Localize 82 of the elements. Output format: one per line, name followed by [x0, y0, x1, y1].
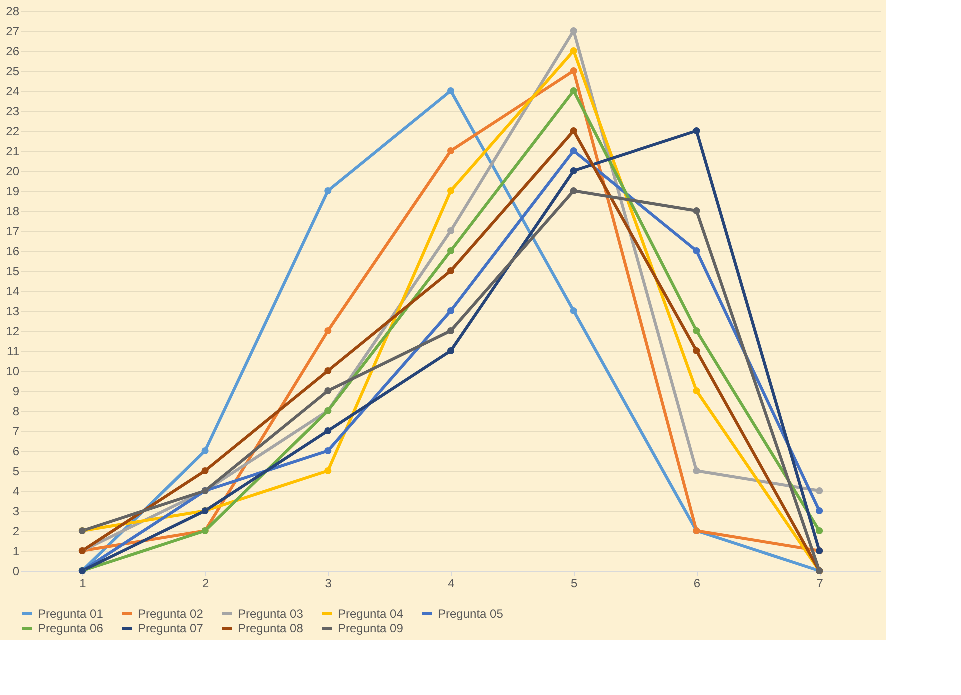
y-tick-label: 17	[6, 224, 20, 238]
x-tick-label: 1	[80, 576, 87, 590]
legend-label: Pregunta 08	[238, 622, 304, 636]
y-tick-label: 3	[12, 504, 20, 518]
y-tick-label: 20	[6, 164, 20, 178]
point	[447, 187, 455, 195]
y-tick-label: 9	[12, 384, 20, 398]
point	[693, 207, 700, 215]
y-tick-label: 26	[6, 44, 20, 58]
x-tick-label: 3	[325, 576, 332, 590]
point	[816, 527, 824, 535]
point	[202, 447, 209, 455]
point	[570, 187, 578, 195]
y-tick-label: 16	[6, 244, 20, 258]
point	[202, 467, 209, 475]
point	[816, 507, 824, 515]
x-tick-label: 2	[202, 576, 210, 590]
point	[816, 487, 824, 495]
point	[447, 227, 455, 235]
y-tick-label: 15	[6, 264, 20, 278]
y-tick-label: 6	[12, 444, 20, 458]
point	[570, 67, 578, 75]
point	[447, 147, 455, 155]
y-tick-label: 4	[12, 484, 20, 498]
x-tick-label: 6	[694, 576, 701, 590]
point	[447, 327, 455, 335]
legend-label: Pregunta 02	[138, 606, 204, 621]
point	[693, 467, 700, 475]
point	[570, 87, 578, 95]
point	[324, 187, 332, 195]
legend-label: Pregunta 09	[338, 622, 404, 636]
y-tick-label: 23	[6, 104, 20, 118]
point	[324, 427, 332, 435]
point	[447, 247, 455, 255]
point	[570, 127, 578, 135]
point	[570, 167, 578, 175]
legend-label: Pregunta 07	[138, 622, 204, 636]
point	[693, 387, 700, 395]
y-tick-label: 19	[6, 184, 20, 198]
y-tick-label: 5	[12, 464, 20, 478]
legend-label: Pregunta 01	[38, 606, 104, 621]
point	[693, 347, 700, 355]
y-tick-label: 0	[12, 564, 20, 578]
y-tick-label: 27	[6, 24, 20, 38]
y-tick-label: 10	[6, 364, 20, 378]
y-tick-label: 18	[6, 204, 20, 218]
legend-label: Pregunta 04	[338, 606, 404, 621]
point	[447, 267, 455, 275]
point	[447, 87, 455, 95]
point	[324, 367, 332, 375]
y-tick-label: 22	[6, 124, 20, 138]
point	[447, 347, 455, 355]
point	[570, 27, 578, 35]
point	[693, 127, 700, 135]
y-tick-label: 11	[7, 344, 20, 358]
y-tick-label: 24	[6, 84, 20, 98]
point	[570, 147, 578, 155]
point	[570, 47, 578, 55]
point	[324, 447, 332, 455]
point	[570, 307, 578, 315]
x-tick-label: 4	[448, 576, 456, 590]
y-tick-label: 12	[6, 324, 20, 338]
legend-label: Pregunta 05	[438, 606, 504, 621]
y-tick-label: 7	[12, 424, 20, 438]
y-tick-label: 14	[6, 284, 20, 298]
y-tick-label: 2	[12, 524, 20, 538]
y-tick-label: 21	[6, 144, 20, 158]
point	[324, 387, 332, 395]
point	[447, 307, 455, 315]
y-tick-label: 8	[12, 404, 20, 418]
point	[324, 467, 332, 475]
point	[693, 247, 700, 255]
y-tick-label: 13	[6, 304, 20, 318]
x-tick-label: 7	[816, 576, 824, 590]
point	[324, 327, 332, 335]
legend-label: Pregunta 03	[238, 606, 304, 621]
legend-label: Pregunta 06	[38, 622, 104, 636]
point	[693, 327, 700, 335]
y-tick-label: 28	[6, 4, 20, 18]
y-tick-label: 1	[12, 544, 20, 558]
y-tick-label: 25	[6, 64, 20, 78]
x-tick-label: 5	[571, 576, 578, 590]
